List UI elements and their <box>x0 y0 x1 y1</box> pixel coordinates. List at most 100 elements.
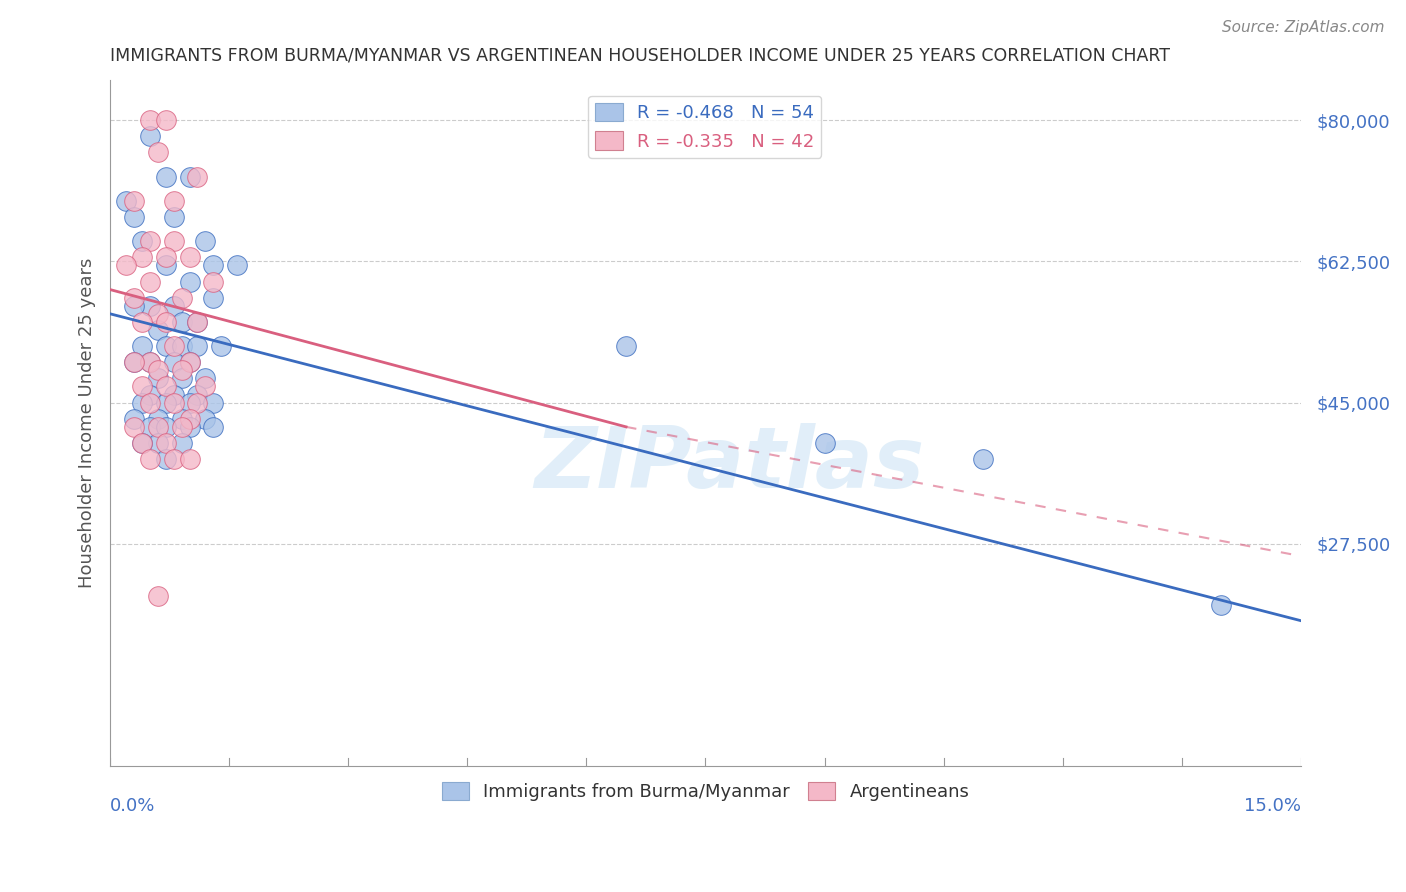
Point <box>179 420 201 434</box>
Point <box>146 420 169 434</box>
Point <box>163 234 186 248</box>
Point <box>209 339 232 353</box>
Point <box>122 355 145 369</box>
Point <box>139 452 162 467</box>
Point <box>179 355 201 369</box>
Point <box>146 307 169 321</box>
Point <box>155 169 177 184</box>
Point <box>155 250 177 264</box>
Point <box>139 355 162 369</box>
Point <box>1211 598 1233 612</box>
Point <box>202 291 225 305</box>
Point <box>179 169 201 184</box>
Point <box>139 355 162 369</box>
Point <box>115 194 138 208</box>
Text: ZIPatlas: ZIPatlas <box>534 423 924 506</box>
Point <box>186 387 208 401</box>
Point <box>139 234 162 248</box>
Point <box>146 590 169 604</box>
Point <box>139 395 162 409</box>
Point <box>155 379 177 393</box>
Point <box>179 412 201 426</box>
Y-axis label: Householder Income Under 25 years: Householder Income Under 25 years <box>79 258 96 588</box>
Point <box>155 436 177 450</box>
Point <box>194 379 217 393</box>
Point <box>155 113 177 128</box>
Point <box>131 436 153 450</box>
Point <box>131 395 153 409</box>
Point <box>131 250 153 264</box>
Text: IMMIGRANTS FROM BURMA/MYANMAR VS ARGENTINEAN HOUSEHOLDER INCOME UNDER 25 YEARS C: IMMIGRANTS FROM BURMA/MYANMAR VS ARGENTI… <box>110 46 1170 64</box>
Point <box>170 412 193 426</box>
Point <box>170 339 193 353</box>
Point <box>139 299 162 313</box>
Point <box>122 412 145 426</box>
Point <box>122 194 145 208</box>
Point <box>155 339 177 353</box>
Point <box>131 315 153 329</box>
Point <box>146 145 169 160</box>
Text: Source: ZipAtlas.com: Source: ZipAtlas.com <box>1222 20 1385 35</box>
Point <box>131 339 153 353</box>
Point <box>122 210 145 224</box>
Point <box>179 275 201 289</box>
Point <box>139 420 162 434</box>
Point <box>170 371 193 385</box>
Point <box>170 436 193 450</box>
Point <box>202 259 225 273</box>
Point <box>170 291 193 305</box>
Point <box>972 452 994 467</box>
Point <box>131 379 153 393</box>
Point <box>139 387 162 401</box>
Point <box>202 420 225 434</box>
Point <box>614 339 637 353</box>
Point <box>226 259 249 273</box>
Point <box>139 129 162 144</box>
Point <box>155 315 177 329</box>
Point <box>155 452 177 467</box>
Point <box>163 339 186 353</box>
Point <box>202 275 225 289</box>
Point <box>179 250 201 264</box>
Point <box>163 395 186 409</box>
Point <box>170 420 193 434</box>
Point <box>163 355 186 369</box>
Point <box>163 194 186 208</box>
Text: 0.0%: 0.0% <box>110 797 156 814</box>
Point <box>146 371 169 385</box>
Point <box>179 395 201 409</box>
Text: 15.0%: 15.0% <box>1244 797 1301 814</box>
Point <box>146 363 169 377</box>
Point <box>163 299 186 313</box>
Point <box>186 169 208 184</box>
Point <box>186 315 208 329</box>
Point <box>122 291 145 305</box>
Point <box>194 412 217 426</box>
Point <box>139 113 162 128</box>
Point <box>122 420 145 434</box>
Point <box>146 323 169 337</box>
Point <box>131 436 153 450</box>
Point <box>146 412 169 426</box>
Point <box>131 234 153 248</box>
Point <box>146 436 169 450</box>
Point <box>186 339 208 353</box>
Legend: Immigrants from Burma/Myanmar, Argentineans: Immigrants from Burma/Myanmar, Argentine… <box>434 774 977 808</box>
Point <box>179 355 201 369</box>
Point <box>163 387 186 401</box>
Point <box>202 395 225 409</box>
Point <box>155 259 177 273</box>
Point <box>155 420 177 434</box>
Point <box>163 210 186 224</box>
Point <box>115 259 138 273</box>
Point <box>170 315 193 329</box>
Point <box>179 452 201 467</box>
Point <box>186 315 208 329</box>
Point <box>170 363 193 377</box>
Point <box>163 452 186 467</box>
Point <box>194 234 217 248</box>
Point <box>813 436 835 450</box>
Point <box>186 395 208 409</box>
Point <box>122 355 145 369</box>
Point <box>194 371 217 385</box>
